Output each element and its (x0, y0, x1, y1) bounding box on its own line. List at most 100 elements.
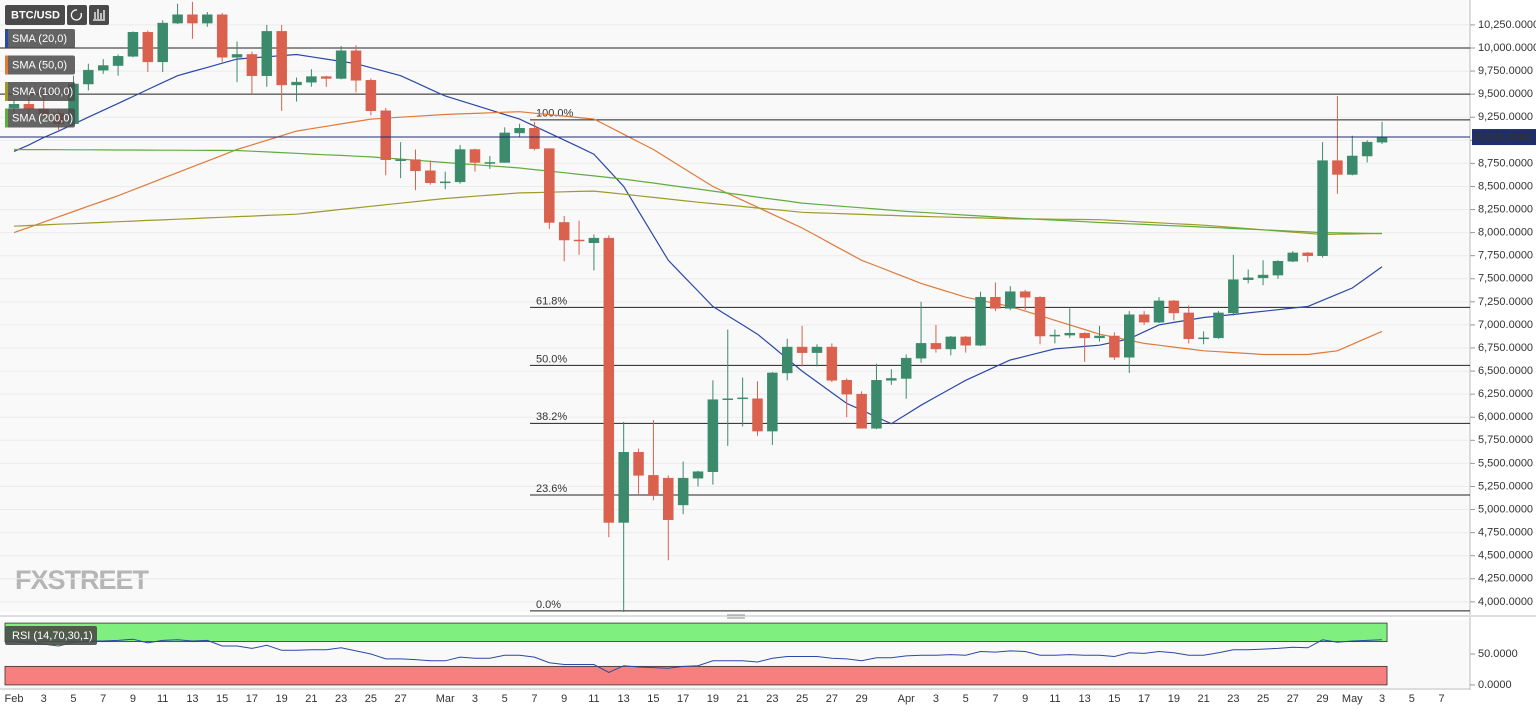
candle-body (231, 54, 243, 58)
x-tick-label: 13 (618, 693, 630, 705)
candle-body (663, 477, 674, 520)
x-tick-label: 19 (1168, 693, 1180, 705)
y-tick-label: 5,000.0000 (1478, 503, 1533, 515)
fib-label: 23.6% (536, 483, 567, 495)
candle-body (1361, 141, 1373, 157)
y-tick-label: 8,000.0000 (1478, 227, 1533, 239)
candle-body (618, 452, 629, 523)
candle-body (216, 14, 228, 58)
y-tick-label: 8,500.0000 (1478, 180, 1533, 192)
candle-body (767, 372, 778, 432)
candle-body (1079, 332, 1090, 339)
legend-box (5, 29, 75, 48)
x-tick-label: 5 (963, 693, 969, 705)
candle-body (172, 14, 183, 24)
symbol-box[interactable] (5, 5, 65, 25)
legend-swatch (5, 29, 8, 48)
candle-body (841, 380, 852, 395)
candle-body (276, 31, 287, 86)
candle-body (97, 65, 109, 71)
y-tick-label: 5,250.0000 (1478, 480, 1533, 492)
candle-body (261, 31, 273, 76)
candle-body (1138, 314, 1150, 323)
x-tick-label: 29 (855, 693, 867, 705)
legend-swatch (5, 55, 8, 75)
legend-label: SMA (100,0) (12, 86, 73, 98)
candle-body (960, 336, 971, 346)
x-tick-label: 3 (933, 693, 939, 705)
x-tick-label: 15 (1108, 693, 1120, 705)
candle-body (573, 239, 585, 242)
candle-body (1109, 335, 1120, 358)
candle-body (1228, 279, 1239, 314)
x-tick-label: 5 (1409, 693, 1415, 705)
legend-swatch (5, 108, 8, 128)
candle-body (930, 343, 942, 350)
candle-body (321, 76, 332, 79)
x-tick-label: 21 (1197, 693, 1209, 705)
candle-body (886, 378, 897, 381)
refresh-button[interactable] (67, 5, 87, 25)
fib-label: 100.0% (536, 108, 574, 120)
candle-body (648, 475, 659, 496)
legend: BTC/USD SMA (20,0) SMA (50,0) SMA (100,0) S… (5, 5, 109, 645)
y-tick-label: 5,750.0000 (1478, 434, 1533, 446)
y-tick-label: 8,250.0000 (1478, 203, 1533, 215)
x-tick-label: Feb (5, 693, 24, 705)
candle-body (112, 56, 124, 66)
sma-line (13, 53, 1383, 425)
x-tick-label: 7 (531, 693, 537, 705)
candle-body (202, 14, 213, 24)
x-tick-label: Mar (436, 693, 455, 705)
sma-line (13, 190, 1383, 236)
y-tick-label: 6,500.0000 (1478, 365, 1533, 377)
x-tick-label: 29 (1316, 693, 1328, 705)
chart-type-button[interactable] (89, 5, 109, 25)
candle-body (558, 222, 570, 241)
candle-body (1213, 312, 1224, 339)
sma-line (13, 148, 1383, 235)
y-tick-label: 6,250.0000 (1478, 388, 1533, 400)
y-tick-label: 4,250.0000 (1478, 573, 1533, 585)
rsi-y-tick-label: 50.0000 (1478, 648, 1518, 660)
candle-body (737, 397, 748, 400)
y-tick-label: 9,750.0000 (1478, 65, 1533, 77)
candle-body (1064, 332, 1076, 336)
y-tick-label: 4,750.0000 (1478, 527, 1533, 539)
x-tick-label: 15 (216, 693, 228, 705)
candle-body (1287, 252, 1299, 262)
fib-label: 61.8% (536, 295, 567, 307)
candle-body (1094, 335, 1105, 339)
candle-body (395, 159, 406, 161)
symbol: BTC/USD (11, 9, 60, 21)
y-tick-label: 7,000.0000 (1478, 319, 1533, 331)
y-tick-label: 9,250.0000 (1478, 111, 1533, 123)
candle-body (157, 22, 168, 63)
candle-body (1034, 296, 1046, 337)
x-tick-label: 21 (737, 693, 749, 705)
legend-label: SMA (50,0) (12, 59, 67, 71)
pane-handle[interactable] (727, 614, 745, 619)
candle-body (246, 54, 258, 76)
candle-body (722, 398, 734, 401)
candle-body (871, 380, 882, 429)
candle-body (588, 237, 600, 244)
candle-body (23, 104, 35, 110)
x-tick-label: 5 (502, 693, 508, 705)
y-tick-label: 10,000.0000 (1478, 42, 1536, 54)
candle-body (796, 346, 808, 353)
candle-body (142, 32, 154, 63)
x-tick-label: 7 (992, 693, 998, 705)
watermark: FXSTREET (15, 565, 150, 595)
x-tick-label: 25 (1257, 693, 1269, 705)
candle-body (1317, 160, 1328, 256)
candle-body (990, 296, 1001, 309)
candle-body (484, 162, 496, 164)
candle-body (8, 104, 20, 109)
legend-label: SMA (20,0) (12, 33, 67, 45)
last-price-label: 9,035.2064 (1476, 131, 1532, 143)
y-tick-label: 4,000.0000 (1478, 596, 1533, 608)
y-tick-label: 7,500.0000 (1478, 273, 1533, 285)
x-tick-label: 17 (1138, 693, 1150, 705)
candle-body (1168, 300, 1180, 314)
